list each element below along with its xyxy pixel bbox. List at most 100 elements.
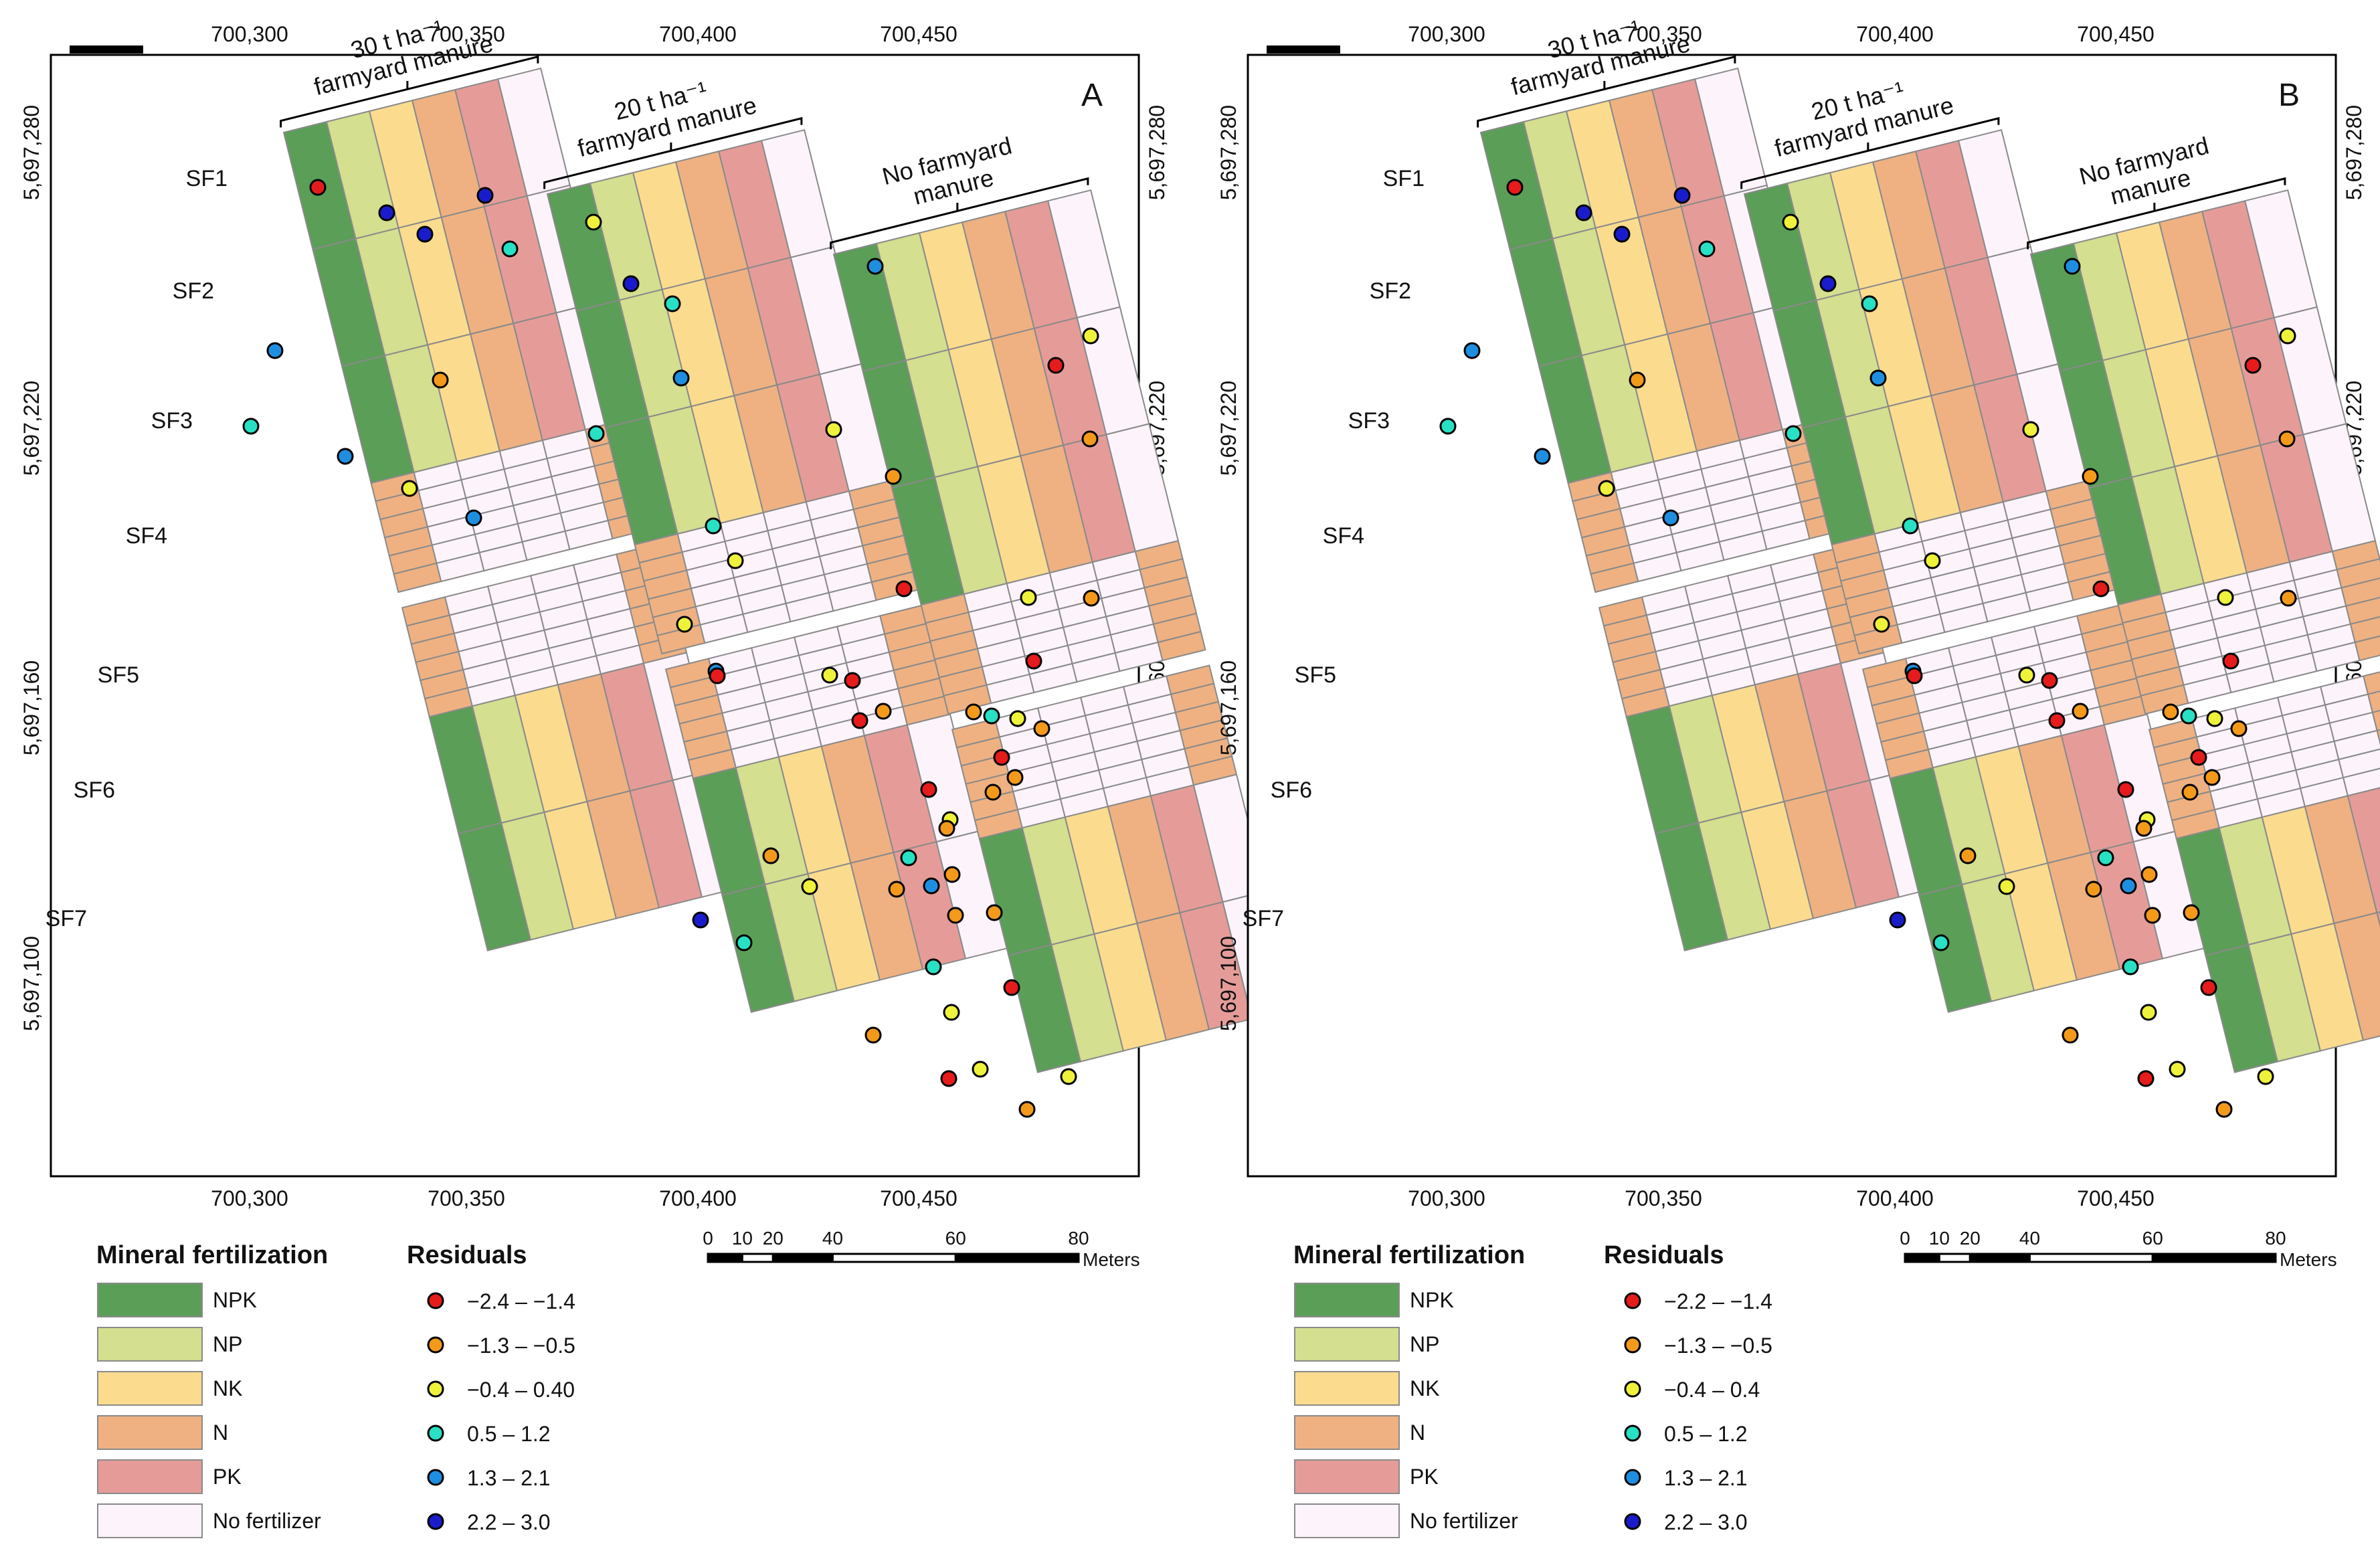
residual-point: [1081, 430, 1099, 448]
mineral-legend-title: Mineral fertilization: [1293, 1241, 1525, 1269]
residual-point: [2230, 720, 2248, 737]
residual-point: [587, 425, 605, 442]
residual-point: [2072, 703, 2089, 720]
residual-point: [705, 517, 722, 535]
scale-bar-segment: [707, 1253, 743, 1263]
residual-point: [885, 468, 902, 485]
subfield-label: SF6: [74, 777, 115, 803]
residual-point: [923, 877, 940, 895]
residual-point: [501, 240, 519, 258]
residual-legend-item: 0.5 – 1.2: [467, 1422, 551, 1446]
x-tick-label-bottom: 700,350: [1625, 1186, 1702, 1210]
residual-point: [735, 934, 753, 951]
plot-subcell: [2363, 671, 2380, 695]
residual-point: [2215, 1101, 2233, 1118]
residual-legend-item: 2.2 – 3.0: [1664, 1510, 1748, 1534]
x-tick-label-bottom: 700,400: [659, 1186, 737, 1210]
mineral-legend-item: N: [213, 1420, 228, 1445]
residual-point: [476, 187, 494, 204]
y-tick-label-left: 5,697,280: [1216, 105, 1241, 200]
residual-point: [266, 342, 284, 359]
plot-cell: [2376, 911, 2380, 928]
residual-point: [2064, 258, 2081, 275]
mineral-legend-item: PK: [1410, 1465, 1439, 1489]
residual-point: [2222, 652, 2239, 670]
residual-point: [2162, 703, 2179, 721]
scale-bar-segment: [1904, 1253, 1940, 1263]
plot-subcell: [2367, 691, 2380, 714]
y-tick-label-left: 5,697,100: [19, 936, 43, 1031]
residual-legend-item: −1.3 – −0.5: [467, 1334, 575, 1358]
residual-legend-dot: [427, 1469, 444, 1486]
residual-point: [1006, 769, 1024, 786]
residual-point: [1869, 369, 1887, 387]
plot-subcell: [2333, 729, 2380, 761]
residual-point: [844, 672, 861, 689]
residual-legend-dot: [1624, 1292, 1641, 1309]
residual-point: [309, 179, 327, 196]
residual-point: [925, 958, 942, 976]
residual-point: [866, 258, 884, 275]
residual-point: [2082, 468, 2099, 485]
residual-point: [888, 881, 905, 898]
residual-point: [2018, 666, 2035, 684]
plot-subcell: [2341, 577, 2380, 607]
residual-point: [895, 580, 913, 597]
residual-point: [1906, 667, 1923, 684]
subfield-label: SF2: [173, 278, 214, 304]
mineral-legend-swatch: [97, 1371, 203, 1406]
residual-point: [2135, 820, 2153, 837]
scale-bar-tick-label: 0: [1900, 1228, 1910, 1249]
residual-point: [1819, 275, 1837, 292]
residual-point: [2140, 866, 2158, 883]
residual-legend-dot: [1624, 1380, 1641, 1398]
x-tick-label-top: 700,300: [211, 22, 288, 46]
y-tick-label-right: 5,697,280: [1145, 105, 1169, 200]
residual-point: [1025, 652, 1042, 670]
residual-legend-dot: [1624, 1336, 1641, 1354]
residual-point: [672, 369, 690, 387]
residual-point: [2244, 357, 2262, 374]
residual-legend-item: −2.2 – −1.4: [1664, 1289, 1772, 1313]
x-tick-label-bottom: 700,400: [1856, 1186, 1934, 1210]
residual-point: [1575, 204, 1592, 221]
block-bracket: [1740, 116, 2000, 189]
residual-point: [762, 847, 780, 864]
x-tick-label-top: 700,400: [1856, 22, 1934, 46]
subfield-label: SF7: [1243, 906, 1284, 931]
residual-point: [401, 480, 418, 497]
residual-point: [920, 781, 937, 798]
residual-point: [337, 448, 354, 465]
subfield-label: SF1: [186, 166, 227, 191]
scale-bar-segment: [2028, 1253, 2154, 1263]
residual-point: [2062, 1026, 2079, 1044]
residual-point: [2022, 421, 2039, 438]
subfield-label: SF5: [98, 662, 139, 688]
residual-legend-dot: [1624, 1469, 1641, 1486]
x-tick-label-top: 700,450: [2077, 22, 2155, 46]
mineral-legend-swatch: [1294, 1371, 1400, 1406]
residual-point: [1932, 934, 1950, 951]
scale-bar-segment: [1938, 1253, 1971, 1263]
y-tick-label-left: 5,697,220: [1216, 381, 1241, 476]
mineral-legend-swatch: [97, 1283, 203, 1317]
map-panel-a: A 700,300 700,300 700,350 700,350 700,400 700,…: [19, 14, 1296, 1538]
scale-bar-tick-label: 80: [1068, 1228, 1089, 1249]
scale-bar-tick-label: 60: [2142, 1228, 2163, 1249]
residual-point: [965, 703, 982, 721]
y-tick-label-left: 5,697,160: [1216, 660, 1241, 755]
mineral-legend-item: NK: [1410, 1376, 1439, 1400]
panel-label: A: [1081, 78, 1103, 113]
residual-point: [709, 667, 726, 684]
residual-point: [2140, 1004, 2157, 1021]
residual-point: [465, 509, 482, 527]
scale-bar-tick-label: 40: [2019, 1228, 2040, 1249]
residual-point: [1902, 517, 1919, 535]
scale-bar-segment: [954, 1253, 1080, 1263]
residual-point: [727, 552, 744, 569]
residual-point: [2180, 707, 2197, 725]
